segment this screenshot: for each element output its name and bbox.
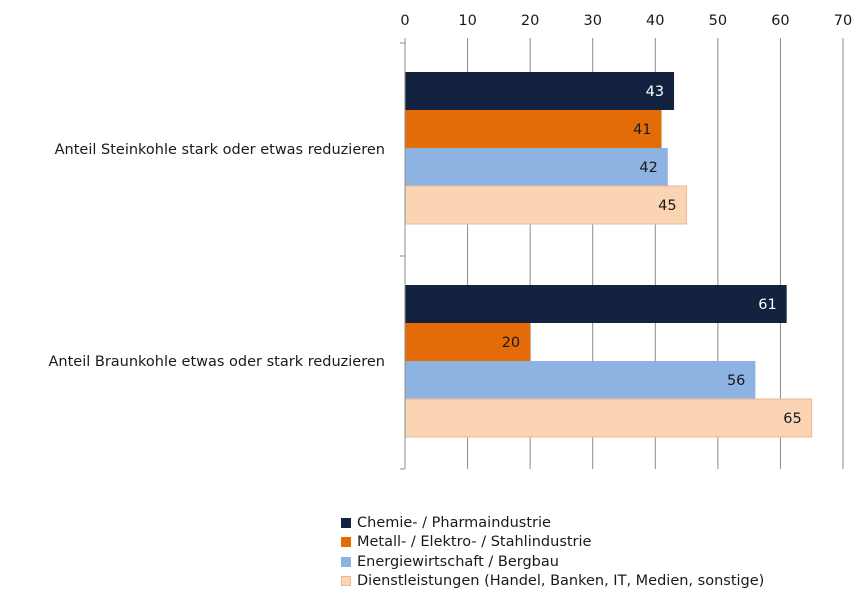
x-tick-label: 60 (771, 13, 789, 29)
axes (400, 38, 844, 470)
legend-item-chemie: Chemie- / Pharmaindustrie (341, 513, 764, 533)
x-tick-label: 50 (709, 13, 727, 29)
x-tick-label: 20 (521, 13, 539, 29)
bar (405, 361, 756, 399)
x-tick-label: 10 (458, 13, 476, 29)
bar (405, 72, 675, 110)
data-label: 20 (502, 335, 520, 351)
legend: Chemie- / Pharmaindustrie Metall- / Elek… (341, 513, 764, 591)
legend-label: Metall- / Elektro- / Stahlindustrie (357, 534, 592, 551)
x-tick-label: 70 (834, 13, 852, 29)
data-label: 43 (646, 84, 664, 100)
category-label-steinkohle: Anteil Steinkohle stark oder etwas reduz… (54, 142, 385, 158)
bar (405, 110, 662, 148)
data-label: 42 (639, 160, 657, 176)
bar (404, 398, 813, 438)
legend-item-energie: Energiewirtschaft / Bergbau (341, 552, 764, 572)
legend-item-dienstleistungen: Dienstleistungen (Handel, Banken, IT, Me… (341, 572, 764, 592)
legend-swatch (341, 517, 351, 528)
bar (405, 285, 787, 323)
legend-label: Energiewirtschaft / Bergbau (357, 553, 559, 570)
bar (404, 185, 688, 225)
legend-label: Chemie- / Pharmaindustrie (357, 514, 551, 531)
legend-swatch (341, 576, 351, 587)
bar (405, 323, 531, 361)
x-tick-label: 30 (583, 13, 601, 29)
x-tick-label: 0 (400, 13, 409, 29)
data-label: 65 (783, 411, 801, 427)
data-label: 56 (727, 373, 745, 389)
legend-label: Dienstleistungen (Handel, Banken, IT, Me… (357, 573, 765, 590)
data-label: 45 (658, 198, 676, 214)
data-label: 61 (758, 297, 776, 313)
legend-swatch (341, 537, 351, 548)
x-axis-ticks: 0 10 20 30 40 50 60 70 (400, 13, 852, 29)
data-label: 41 (633, 122, 651, 138)
category-label-braunkohle: Anteil Braunkohle etwas oder stark reduz… (48, 354, 385, 370)
legend-item-metall: Metall- / Elektro- / Stahlindustrie (341, 533, 764, 553)
x-tick-label: 40 (646, 13, 664, 29)
bar (405, 148, 668, 186)
legend-swatch (341, 556, 351, 567)
bars: 43 41 42 45 61 20 56 65 (404, 72, 813, 438)
